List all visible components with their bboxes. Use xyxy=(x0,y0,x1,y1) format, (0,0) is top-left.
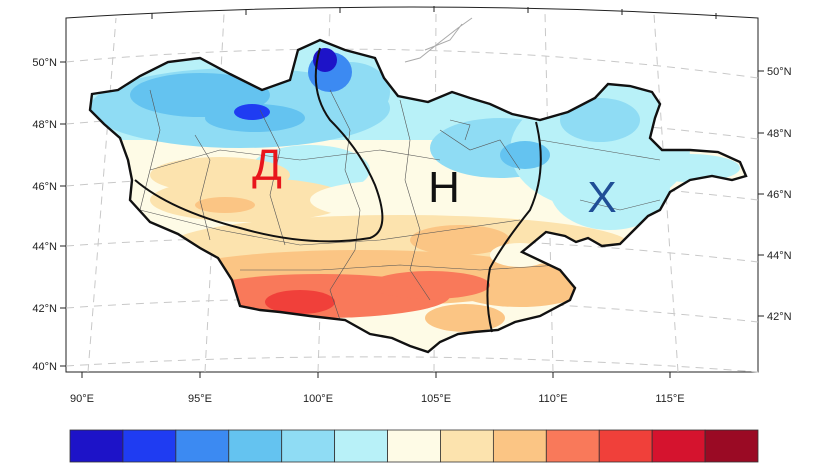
lat-label-46-left: 46°N xyxy=(32,181,57,193)
zone-boundary-east xyxy=(486,121,542,333)
colorbar-segment xyxy=(69,429,124,463)
lat-label-50-right: 50°N xyxy=(767,66,792,78)
colorbar-segment xyxy=(440,429,494,463)
lat-label-48-left: 48°N xyxy=(32,119,57,131)
lat-label-48-right: 48°N xyxy=(767,128,792,140)
colorbar-segment xyxy=(228,429,283,463)
lon-label-115: 115°E xyxy=(655,393,684,405)
colorbar-segment xyxy=(704,429,759,463)
lon-label-110: 110°E xyxy=(538,393,567,405)
lon-labels: 90°E 95°E 100°E 105°E 110°E 115°E xyxy=(70,372,685,405)
lat-label-46-right: 46°N xyxy=(767,189,792,201)
colorbar-segment xyxy=(387,429,441,463)
colorbar-segment xyxy=(651,429,706,463)
lon-label-95: 95°E xyxy=(188,393,212,405)
lat-label-44-left: 44°N xyxy=(32,241,57,253)
lat-labels-left: 50°N 48°N 46°N 44°N 42°N 40°N xyxy=(32,57,66,373)
lat-label-44-right: 44°N xyxy=(767,250,792,262)
top-ticks xyxy=(151,6,717,19)
lat-label-42-right: 42°N xyxy=(767,311,792,323)
lat-label-50-left: 50°N xyxy=(32,57,57,69)
colorbar-segment xyxy=(122,429,177,463)
lon-label-100: 100°E xyxy=(303,393,333,405)
lat-label-40-left: 40°N xyxy=(32,361,57,373)
lon-label-90: 90°E xyxy=(70,393,94,405)
colorbar-segment xyxy=(545,429,600,463)
region-label-d: Д xyxy=(252,141,282,190)
region-label-n: Н xyxy=(428,163,460,212)
lat-label-42-left: 42°N xyxy=(32,303,57,315)
colorbar-segment xyxy=(281,429,336,463)
colorbar-segment xyxy=(598,429,653,463)
colorbar xyxy=(69,429,759,463)
neighbor-border xyxy=(404,17,473,63)
colorbar-segment xyxy=(175,429,230,463)
region-label-kh: Х xyxy=(587,173,616,222)
lat-labels-right: 50°N 48°N 46°N 44°N 42°N xyxy=(758,66,792,323)
colorbar-segment xyxy=(334,429,388,463)
colorbar-segment xyxy=(492,429,547,463)
province-boundaries xyxy=(139,89,661,321)
zone-boundary-west xyxy=(134,47,384,243)
lon-label-105: 105°E xyxy=(421,393,451,405)
